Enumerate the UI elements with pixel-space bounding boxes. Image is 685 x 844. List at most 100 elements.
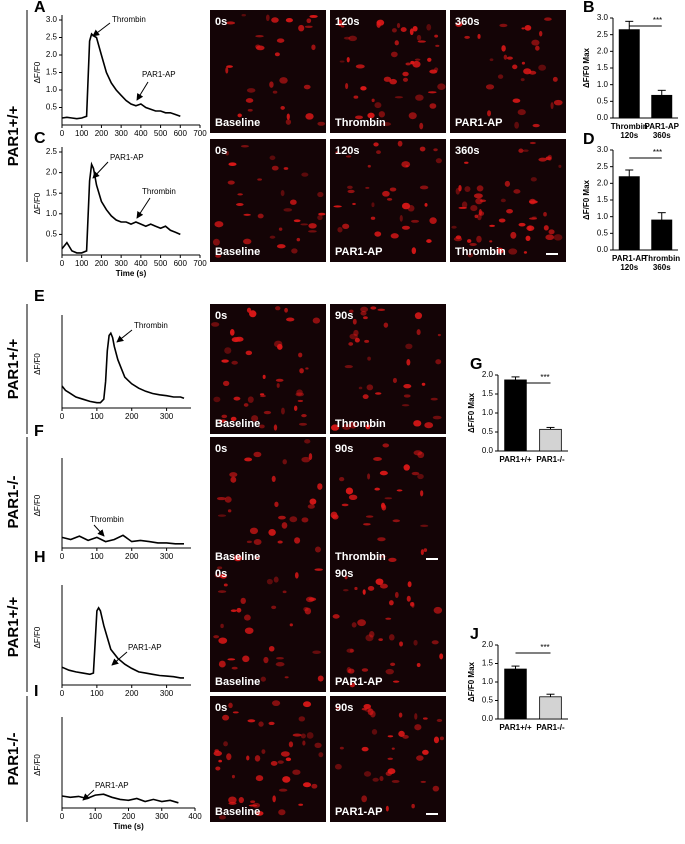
y-axis-label: ΔF/F0	[33, 192, 42, 214]
cell	[298, 422, 308, 426]
bar	[504, 379, 527, 452]
bar	[618, 176, 640, 251]
cell	[526, 225, 535, 231]
cell	[317, 191, 324, 198]
cell	[306, 732, 314, 739]
cell	[245, 350, 253, 356]
cell	[352, 202, 356, 205]
cell	[391, 28, 397, 33]
cell	[553, 99, 563, 106]
y-tick-label: 1.5	[46, 188, 58, 197]
cell	[392, 377, 397, 384]
cell	[278, 809, 286, 816]
cell	[246, 755, 250, 761]
cell	[285, 119, 292, 125]
cell	[382, 122, 392, 126]
cell	[344, 365, 353, 369]
cell	[222, 714, 230, 721]
significance: ***	[653, 148, 662, 157]
cell	[420, 490, 424, 497]
cell	[286, 113, 290, 120]
data-line	[61, 331, 185, 404]
cell	[376, 21, 381, 28]
cell	[464, 35, 470, 39]
cell	[279, 77, 288, 84]
cell	[426, 239, 432, 243]
micrograph: 0s Baseline	[210, 139, 326, 262]
image-background	[210, 304, 326, 434]
cell	[347, 189, 355, 194]
image-time: 90s	[335, 702, 353, 714]
cell	[436, 718, 443, 722]
image-time: 0s	[215, 145, 227, 157]
cell	[347, 185, 353, 190]
cell	[553, 234, 563, 241]
x-tick-label: 100	[75, 129, 89, 138]
cell	[317, 483, 323, 490]
x-tick-label: 600	[174, 259, 188, 268]
cell	[247, 396, 254, 403]
cell	[349, 309, 354, 313]
cell	[384, 497, 393, 500]
cell	[222, 380, 230, 386]
cell	[385, 668, 394, 675]
cell	[269, 155, 276, 161]
cell	[317, 215, 323, 221]
cell	[345, 487, 354, 495]
cell	[229, 472, 238, 478]
micrograph: 90s PAR1-AP	[330, 562, 446, 692]
cell	[276, 38, 285, 43]
x-tick-label: 0	[60, 812, 65, 821]
y-tick-label: 1.0	[46, 85, 58, 94]
image-time: 0s	[215, 702, 227, 714]
cell	[422, 749, 429, 755]
cell	[231, 774, 235, 779]
cell	[437, 333, 441, 337]
cell	[269, 235, 276, 239]
cell	[211, 322, 220, 327]
cell	[523, 251, 528, 254]
cell	[284, 676, 289, 679]
cell	[244, 627, 254, 634]
cell	[244, 457, 253, 462]
cell	[548, 229, 555, 235]
cell	[372, 777, 379, 782]
cell	[230, 476, 237, 483]
cell	[304, 607, 312, 615]
cell	[391, 779, 400, 783]
y-axis-label: ΔF/F0	[33, 494, 42, 516]
cell	[547, 154, 553, 161]
cell	[552, 76, 558, 82]
micrograph: 0s Baseline	[210, 304, 326, 434]
cell	[477, 213, 482, 221]
cell	[262, 374, 266, 379]
y-tick-label: 0.5	[597, 228, 609, 237]
x-tick-label: 500	[154, 259, 168, 268]
micrograph: 0s Baseline	[210, 437, 326, 567]
y-tick-label: 0.0	[597, 113, 609, 122]
y-tick-label: 1.0	[482, 677, 494, 686]
cell	[367, 356, 371, 361]
x-tick-label: 300	[160, 689, 174, 698]
cell	[272, 795, 276, 803]
cell	[300, 223, 309, 226]
x-tick-label: PAR1-AP 360s	[644, 122, 679, 140]
image-time: 360s	[455, 16, 479, 28]
x-tick-label: 0	[60, 259, 65, 268]
image-background	[450, 10, 566, 133]
cell	[221, 414, 228, 419]
bar	[504, 668, 527, 720]
significance: ***	[653, 16, 662, 25]
cell	[271, 17, 279, 23]
cell	[544, 17, 552, 21]
cell	[340, 25, 345, 28]
cell	[394, 96, 404, 99]
cell	[383, 322, 389, 328]
cell	[245, 98, 254, 103]
x-tick-label: PAR1+/+	[499, 723, 532, 732]
cell	[294, 572, 299, 579]
image-time: 90s	[335, 443, 353, 455]
x-tick-label: 0	[60, 129, 65, 138]
cell	[364, 707, 372, 712]
